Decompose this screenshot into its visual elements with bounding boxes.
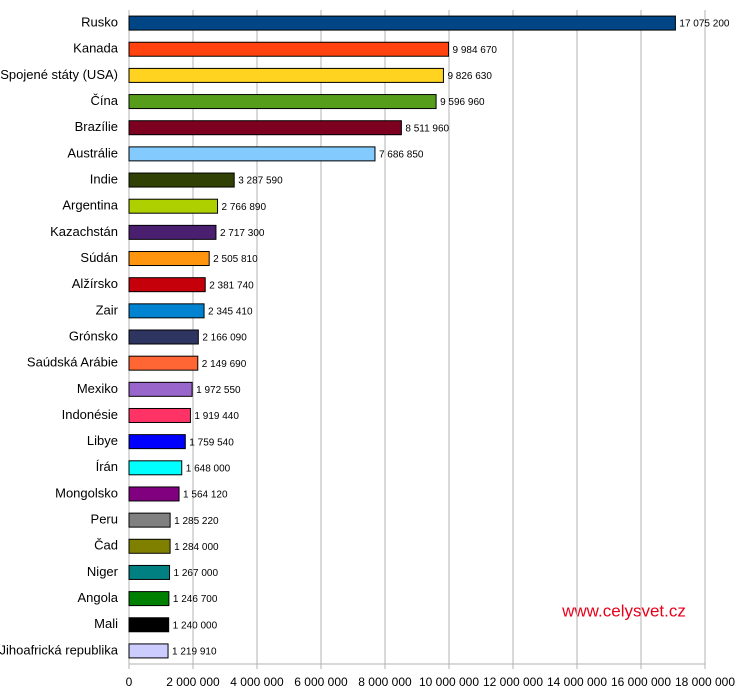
value-label: 2 717 300 — [220, 228, 265, 239]
y-tick-label: Spojené státy (USA) — [0, 67, 118, 82]
x-tick-label: 10 000 000 — [419, 675, 479, 689]
value-label: 2 505 810 — [213, 254, 258, 265]
y-tick-label: Zair — [96, 302, 119, 317]
value-label: 17 075 200 — [679, 19, 729, 30]
bar — [128, 355, 199, 371]
value-label: 1 972 550 — [196, 385, 241, 396]
x-tick-label: 14 000 000 — [547, 675, 607, 689]
y-tick-label: Indonésie — [62, 407, 118, 422]
y-tick-label: Alžírsko — [72, 276, 118, 291]
x-tick-label: 6 000 000 — [294, 675, 348, 689]
value-label: 1 219 910 — [172, 647, 217, 658]
y-tick-label: Jihoafrická republika — [0, 642, 119, 657]
bar — [128, 486, 180, 502]
value-label: 8 511 960 — [405, 123, 449, 134]
y-tick-label: Austrálie — [67, 145, 118, 160]
value-label: 9 826 630 — [447, 71, 492, 82]
bar — [128, 460, 183, 476]
bar — [128, 643, 169, 659]
bar — [128, 172, 235, 188]
x-tick-label: 8 000 000 — [358, 675, 412, 689]
y-tick-label: Brazílie — [75, 119, 118, 134]
y-tick-label: Mongolsko — [55, 485, 118, 500]
bar — [128, 67, 444, 83]
value-label: 9 984 670 — [453, 45, 498, 56]
y-tick-label: Libye — [87, 433, 118, 448]
value-label: 2 149 690 — [202, 359, 247, 370]
bar — [128, 407, 191, 423]
bar — [128, 41, 450, 57]
bar — [128, 591, 170, 607]
x-tick-label: 16 000 000 — [611, 675, 671, 689]
y-tick-label: Mali — [94, 616, 118, 631]
value-label: 1 284 000 — [174, 542, 219, 553]
bar — [128, 146, 376, 162]
y-tick-label: Niger — [87, 564, 119, 579]
bar — [128, 434, 186, 450]
value-label: 1 759 540 — [189, 437, 234, 448]
value-label: 2 381 740 — [209, 280, 254, 291]
y-tick-label: Čína — [91, 93, 119, 108]
value-label: 2 766 890 — [222, 202, 267, 213]
value-label: 1 648 000 — [186, 463, 231, 474]
y-tick-label: Čad — [94, 538, 118, 553]
bar — [128, 303, 205, 319]
bar — [128, 251, 210, 267]
y-tick-label: Grónsko — [69, 328, 118, 343]
y-tick-label: Kazachstán — [50, 224, 118, 239]
bar — [128, 538, 171, 554]
value-label: 1 246 700 — [173, 594, 218, 605]
x-tick-label: 4 000 000 — [230, 675, 284, 689]
x-tick-label: 2 000 000 — [166, 675, 220, 689]
y-tick-label: Indie — [90, 171, 118, 186]
y-tick-label: Saúdská Arábie — [27, 355, 118, 370]
bar — [128, 329, 199, 345]
bar — [128, 617, 170, 633]
value-label: 1 919 440 — [194, 411, 239, 422]
watermark: www.celysvet.cz — [561, 601, 686, 620]
bar — [128, 94, 437, 110]
y-tick-label: Peru — [91, 512, 118, 527]
value-label: 3 287 590 — [238, 176, 283, 187]
value-label: 7 686 850 — [379, 150, 424, 161]
bar — [128, 277, 206, 293]
value-label: 1 240 000 — [173, 620, 218, 631]
bar — [128, 120, 402, 136]
value-label: 1 267 000 — [174, 568, 219, 579]
bar — [128, 381, 193, 397]
y-tick-label: Súdán — [80, 250, 118, 265]
y-tick-label: Rusko — [81, 15, 118, 30]
x-tick-label: 12 000 000 — [483, 675, 543, 689]
y-tick-label: Argentina — [62, 198, 118, 213]
y-tick-label: Írán — [96, 459, 118, 474]
y-tick-label: Mexiko — [77, 381, 118, 396]
bar — [128, 224, 217, 240]
value-label: 1 285 220 — [174, 516, 219, 527]
value-label: 1 564 120 — [183, 490, 228, 501]
bar — [128, 198, 219, 214]
y-tick-label: Kanada — [73, 41, 119, 56]
x-tick-label: 18 000 000 — [675, 675, 735, 689]
value-label: 9 596 960 — [440, 97, 485, 108]
value-label: 2 345 410 — [208, 306, 253, 317]
x-tick-label: 0 — [126, 675, 133, 689]
y-tick-label: Angola — [78, 590, 119, 605]
bar — [128, 564, 171, 580]
bar — [128, 512, 171, 528]
value-label: 2 166 090 — [202, 333, 247, 344]
bar — [128, 15, 676, 31]
